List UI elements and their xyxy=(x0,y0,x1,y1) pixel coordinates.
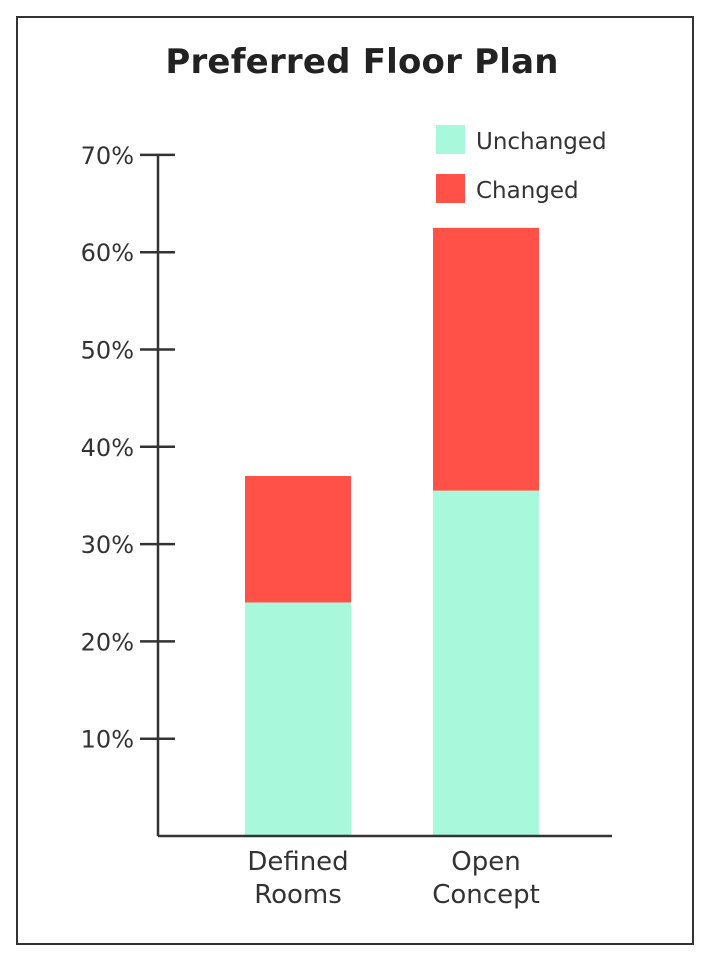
y-tick-label-10: 10% xyxy=(81,726,134,754)
legend: Unchanged Changed xyxy=(436,125,607,204)
chart-frame xyxy=(16,16,694,945)
x-category-label-2: Open Concept xyxy=(432,847,540,910)
bars-group xyxy=(245,227,539,836)
y-tick-label-20: 20% xyxy=(81,628,134,656)
legend-swatch-unchanged xyxy=(436,125,465,154)
y-tick-label-50: 50% xyxy=(81,337,134,365)
bar-1-changed xyxy=(245,475,351,603)
y-tick-label-30: 30% xyxy=(81,531,134,559)
bar-1-unchanged xyxy=(245,602,351,836)
legend-label-changed: Changed xyxy=(476,178,579,204)
y-tick-label-70: 70% xyxy=(81,142,134,170)
bar-2-changed xyxy=(433,227,539,491)
legend-label-unchanged: Unchanged xyxy=(476,129,607,155)
y-tick-label-40: 40% xyxy=(81,434,134,462)
axes-group: 10% 20% 30% 40% 50% 60% 70% Defined Rooms Open Con… xyxy=(81,142,612,910)
x-category-label-1: Defined Rooms xyxy=(247,847,348,910)
y-tick-label-60: 60% xyxy=(81,239,134,267)
bar-2-unchanged xyxy=(433,490,539,836)
legend-swatch-changed xyxy=(436,174,465,203)
chart-title: Preferred Floor Plan xyxy=(165,42,559,82)
